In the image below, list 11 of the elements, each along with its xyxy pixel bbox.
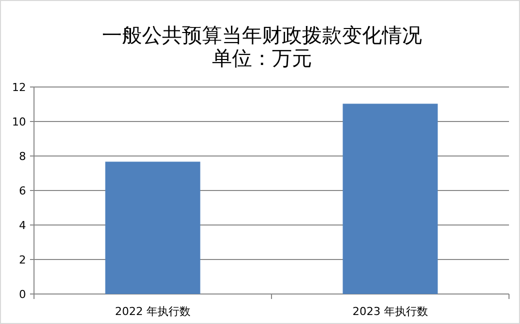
x-tick-label: 2022 年执行数 [115, 305, 190, 318]
chart-subtitle: 单位：万元 [212, 46, 312, 70]
y-tick-label: 10 [12, 116, 26, 128]
x-tick-label: 2023 年执行数 [352, 305, 428, 318]
chart-title: 一般公共预算当年财政拨款变化情况 [102, 23, 422, 47]
y-tick-label: 4 [19, 219, 26, 232]
y-tick-label: 2 [19, 254, 26, 266]
y-tick-label: 12 [12, 81, 26, 94]
y-tick-label: 8 [19, 150, 26, 163]
y-tick-label: 6 [19, 184, 26, 198]
y-tick-label: 0 [19, 288, 26, 301]
